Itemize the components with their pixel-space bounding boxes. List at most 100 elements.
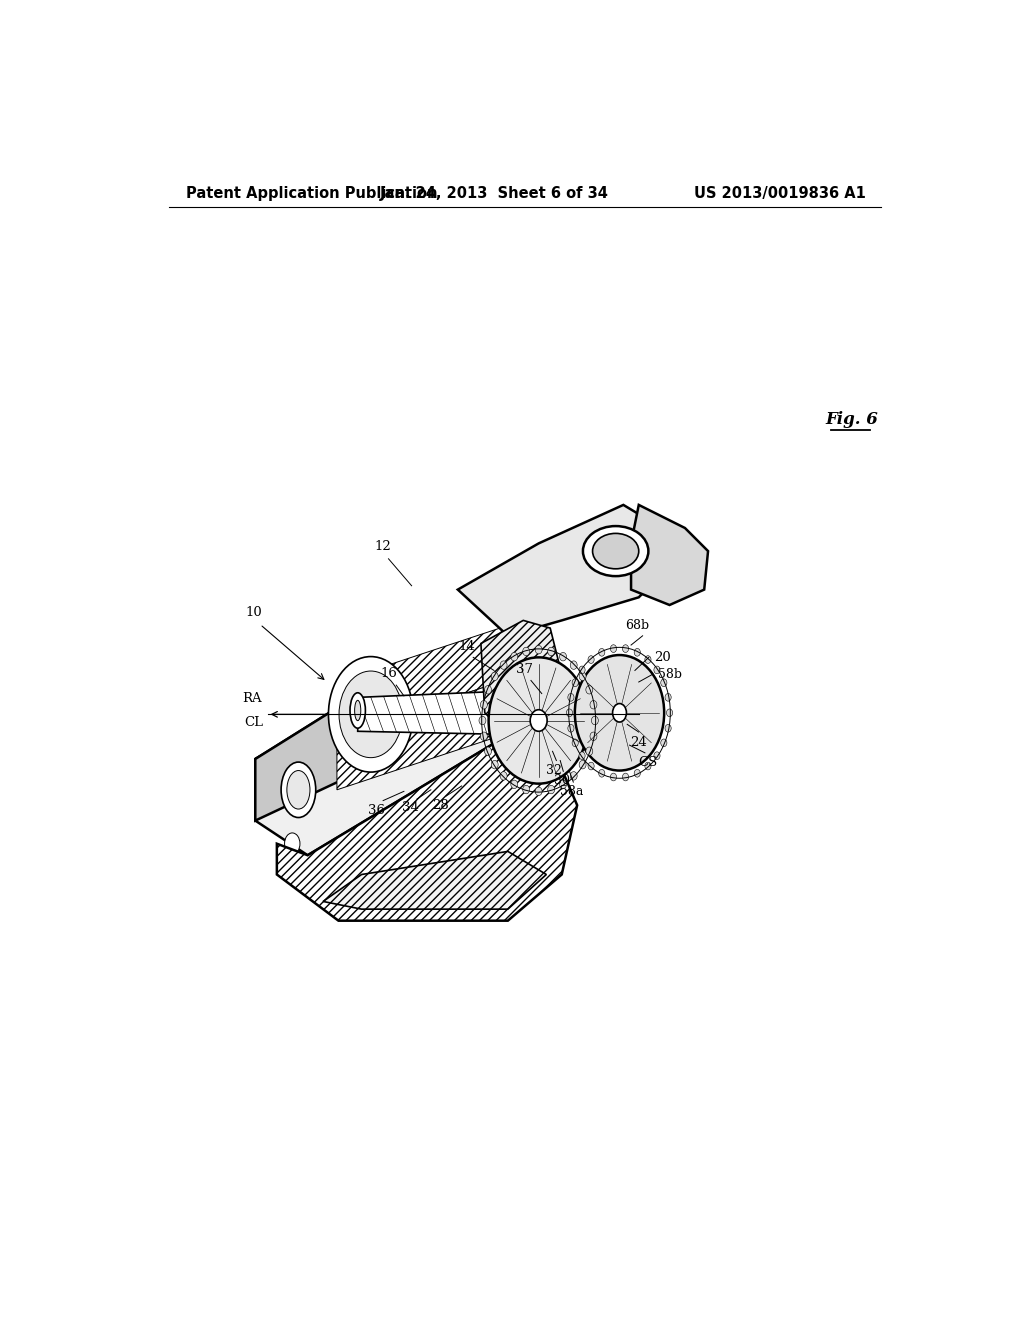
Ellipse shape (285, 833, 300, 854)
Ellipse shape (522, 647, 529, 656)
Text: 16: 16 (381, 667, 397, 680)
Ellipse shape (593, 533, 639, 569)
Ellipse shape (665, 725, 671, 733)
Ellipse shape (329, 656, 413, 772)
Ellipse shape (645, 762, 651, 770)
Ellipse shape (536, 645, 542, 653)
Polygon shape (481, 620, 562, 733)
Ellipse shape (610, 644, 616, 652)
Text: Patent Application Publication: Patent Application Publication (186, 186, 437, 201)
Ellipse shape (568, 725, 574, 733)
Ellipse shape (634, 770, 640, 777)
Polygon shape (323, 851, 547, 909)
Ellipse shape (586, 685, 593, 694)
Ellipse shape (590, 733, 597, 741)
Ellipse shape (660, 678, 667, 686)
Text: 20: 20 (654, 651, 671, 664)
Ellipse shape (645, 656, 651, 664)
Text: US 2013/0019836 A1: US 2013/0019836 A1 (694, 186, 866, 201)
Text: 28: 28 (432, 799, 449, 812)
Text: 12: 12 (374, 540, 391, 553)
Ellipse shape (574, 655, 665, 771)
Polygon shape (276, 729, 578, 921)
Ellipse shape (665, 693, 671, 701)
Ellipse shape (484, 747, 492, 755)
Ellipse shape (588, 656, 594, 664)
Ellipse shape (339, 671, 402, 758)
Ellipse shape (612, 704, 627, 722)
Ellipse shape (583, 527, 648, 576)
Ellipse shape (654, 667, 660, 673)
Ellipse shape (572, 678, 579, 686)
Text: 36: 36 (369, 804, 385, 817)
Polygon shape (255, 697, 354, 821)
Ellipse shape (536, 787, 542, 796)
Ellipse shape (590, 701, 597, 709)
Ellipse shape (559, 652, 566, 661)
Ellipse shape (599, 770, 605, 777)
Ellipse shape (610, 774, 616, 781)
Ellipse shape (354, 701, 360, 721)
Ellipse shape (287, 771, 310, 809)
Ellipse shape (511, 652, 518, 661)
Ellipse shape (634, 648, 640, 656)
Ellipse shape (623, 774, 629, 781)
Ellipse shape (511, 780, 518, 788)
Ellipse shape (500, 661, 507, 669)
Ellipse shape (484, 685, 492, 694)
Text: Jan. 24, 2013  Sheet 6 of 34: Jan. 24, 2013 Sheet 6 of 34 (380, 186, 608, 201)
Ellipse shape (654, 752, 660, 759)
Text: 58b: 58b (658, 668, 682, 681)
Polygon shape (337, 675, 523, 789)
Polygon shape (631, 506, 708, 605)
Ellipse shape (579, 752, 585, 759)
Ellipse shape (548, 785, 555, 793)
Ellipse shape (580, 672, 586, 681)
Polygon shape (337, 620, 523, 737)
Text: 30: 30 (554, 775, 569, 788)
Ellipse shape (588, 762, 594, 770)
Ellipse shape (660, 739, 667, 747)
Text: 34: 34 (402, 801, 419, 814)
Ellipse shape (623, 644, 629, 652)
Text: 68b: 68b (626, 619, 649, 632)
Ellipse shape (572, 739, 579, 747)
Ellipse shape (350, 693, 366, 729)
Polygon shape (357, 689, 539, 735)
Ellipse shape (579, 667, 585, 673)
Ellipse shape (667, 709, 673, 717)
Ellipse shape (492, 672, 499, 681)
Text: CS: CS (638, 756, 657, 770)
Ellipse shape (586, 747, 593, 755)
Ellipse shape (559, 780, 566, 788)
Ellipse shape (580, 760, 586, 770)
Polygon shape (255, 647, 519, 855)
Ellipse shape (480, 733, 487, 741)
Text: 37: 37 (516, 663, 534, 676)
Ellipse shape (568, 693, 574, 701)
Text: Fig. 6: Fig. 6 (825, 411, 879, 428)
Text: 32: 32 (546, 763, 562, 776)
Ellipse shape (480, 701, 487, 709)
Polygon shape (458, 506, 670, 636)
Ellipse shape (592, 717, 598, 725)
Text: RA: RA (242, 692, 261, 705)
Ellipse shape (548, 647, 555, 656)
Ellipse shape (599, 648, 605, 656)
Ellipse shape (530, 710, 547, 731)
Ellipse shape (566, 709, 572, 717)
Ellipse shape (570, 772, 578, 780)
Polygon shape (255, 605, 554, 759)
Text: 10: 10 (246, 606, 262, 619)
Text: 58a: 58a (560, 785, 584, 799)
Ellipse shape (282, 762, 315, 817)
Ellipse shape (479, 717, 486, 725)
Ellipse shape (522, 785, 529, 793)
Text: CL: CL (244, 715, 263, 729)
Text: 24: 24 (631, 737, 647, 748)
Ellipse shape (500, 772, 507, 780)
Ellipse shape (488, 657, 589, 784)
Ellipse shape (492, 760, 499, 770)
Text: 14: 14 (459, 640, 475, 653)
Ellipse shape (570, 661, 578, 669)
